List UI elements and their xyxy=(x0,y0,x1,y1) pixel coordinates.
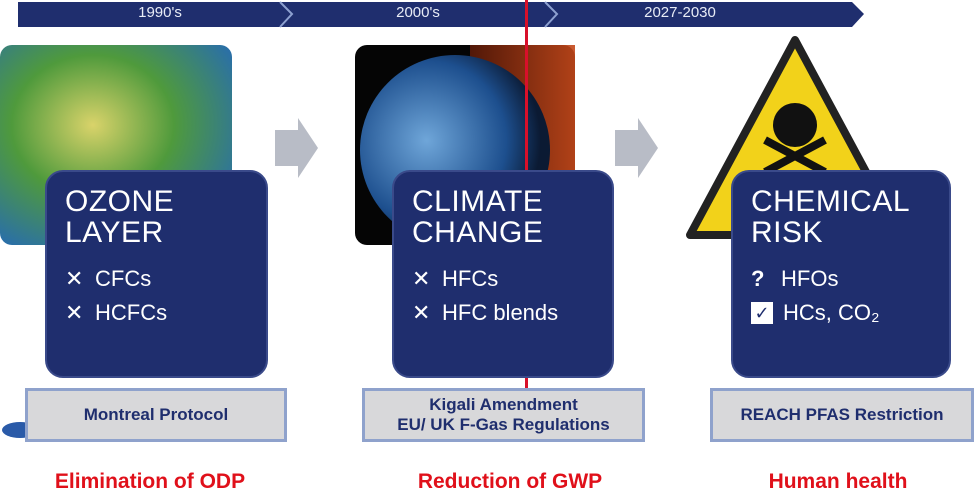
spacer xyxy=(412,248,594,258)
status-icon: ✕ xyxy=(65,266,95,292)
substance-item: ✕HCFCs xyxy=(65,300,248,326)
substance-name: HCs, CO₂ xyxy=(783,300,880,326)
card-title: RISK xyxy=(751,217,931,248)
status-icon: ✕ xyxy=(412,266,442,292)
card-title: CHEMICAL xyxy=(751,186,931,217)
substance-name: HCFCs xyxy=(95,300,167,326)
substance-name: CFCs xyxy=(95,266,151,292)
spacer xyxy=(65,248,248,258)
status-icon: ? xyxy=(751,266,781,292)
status-icon: ✓ xyxy=(751,302,773,324)
outcome: Elimination of ODP xyxy=(0,470,310,494)
timeline-label: 1990's xyxy=(60,4,260,21)
substance-name: HFC blends xyxy=(442,300,558,326)
spacer xyxy=(751,248,931,258)
timeline-label: 2000's xyxy=(318,4,518,21)
regulation-box: Montreal Protocol xyxy=(25,388,287,442)
substance-name: HFCs xyxy=(442,266,498,292)
regulation-text: Montreal Protocol xyxy=(28,405,284,425)
substance-item: ?HFOs xyxy=(751,266,931,292)
card-title: CLIMATE xyxy=(412,186,594,217)
infographic: 1990's2000's2027-2030OZONELAYER✕CFCs✕HCF… xyxy=(0,0,975,497)
substance-item: ✕CFCs xyxy=(65,266,248,292)
timeline-label: 2027-2030 xyxy=(580,4,780,21)
regulation-text: EU/ UK F-Gas Regulations xyxy=(365,415,642,435)
outcome: Reduction of GWP xyxy=(350,470,670,494)
substance-item: ✕HFC blends xyxy=(412,300,594,326)
regulation-text: Kigali Amendment xyxy=(365,395,642,415)
regulation-text: REACH PFAS Restriction xyxy=(713,405,971,425)
card-title: OZONE xyxy=(65,186,248,217)
substance-item: ✓ HCs, CO₂ xyxy=(751,300,931,326)
status-icon: ✕ xyxy=(412,300,442,326)
card-title: LAYER xyxy=(65,217,248,248)
regulation-box: REACH PFAS Restriction xyxy=(710,388,974,442)
outcome: Human health xyxy=(678,470,975,494)
substance-item: ✕HFCs xyxy=(412,266,594,292)
substance-name: HFOs xyxy=(781,266,838,292)
status-icon: ✕ xyxy=(65,300,95,326)
card-title: CHANGE xyxy=(412,217,594,248)
